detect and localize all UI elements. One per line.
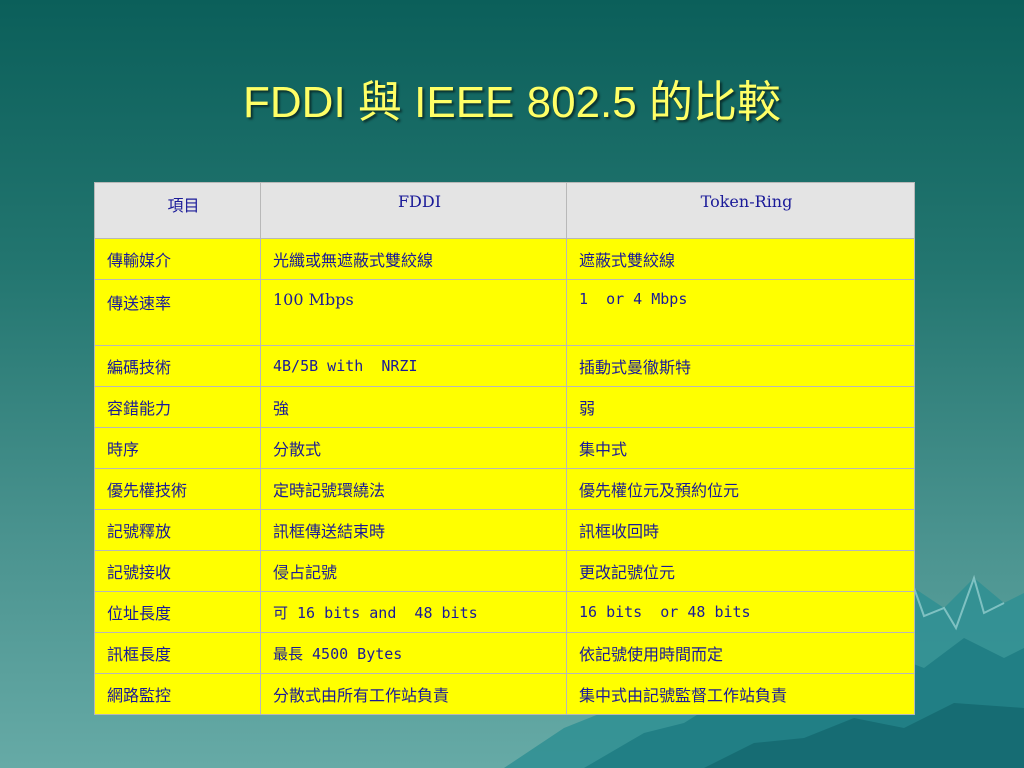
fddi-value: 分散式由所有工作站負責 [260, 673, 567, 715]
header-item: 項目 [94, 182, 261, 239]
table-row: 記號接收 侵占記號 更改記號位元 [94, 550, 915, 592]
token-ring-value: 遮蔽式雙絞線 [566, 238, 915, 280]
row-label: 位址長度 [94, 591, 261, 633]
token-ring-value: 16 bits or 48 bits [566, 591, 915, 633]
header-token-ring: Token-Ring [566, 182, 915, 239]
table-row: 優先權技術 定時記號環繞法 優先權位元及預約位元 [94, 468, 915, 510]
fddi-value: 訊框傳送結束時 [260, 509, 567, 551]
header-fddi: FDDI [260, 182, 567, 239]
table-row: 記號釋放 訊框傳送結束時 訊框收回時 [94, 509, 915, 551]
fddi-value: 最長 4500 Bytes [260, 632, 567, 674]
row-label: 優先權技術 [94, 468, 261, 510]
token-ring-value: 集中式 [566, 427, 915, 469]
fddi-value: 分散式 [260, 427, 567, 469]
token-ring-value: 插動式曼徹斯特 [566, 345, 915, 387]
fddi-value: 強 [260, 386, 567, 428]
row-label: 訊框長度 [94, 632, 261, 674]
token-ring-value: 訊框收回時 [566, 509, 915, 551]
row-label: 傳輸媒介 [94, 238, 261, 280]
fddi-value: 4B/5B with NRZI [260, 345, 567, 387]
row-label: 時序 [94, 427, 261, 469]
fddi-value: 定時記號環繞法 [260, 468, 567, 510]
table-row: 傳輸媒介 光纖或無遮蔽式雙絞線 遮蔽式雙絞線 [94, 238, 915, 280]
fddi-value: 侵占記號 [260, 550, 567, 592]
row-label: 容錯能力 [94, 386, 261, 428]
token-ring-value: 集中式由記號監督工作站負責 [566, 673, 915, 715]
row-label: 傳送速率 [94, 279, 261, 346]
token-ring-value: 優先權位元及預約位元 [566, 468, 915, 510]
comparison-table: 項目 FDDI Token-Ring 傳輸媒介 光纖或無遮蔽式雙絞線 遮蔽式雙絞… [94, 182, 915, 715]
fddi-value: 可 16 bits and 48 bits [260, 591, 567, 633]
fddi-value: 100 Mbps [260, 279, 567, 346]
table-row: 網路監控 分散式由所有工作站負責 集中式由記號監督工作站負責 [94, 673, 915, 715]
row-label: 網路監控 [94, 673, 261, 715]
row-label: 記號釋放 [94, 509, 261, 551]
token-ring-value: 更改記號位元 [566, 550, 915, 592]
slide-title: FDDI 與 IEEE 802.5 的比較 [243, 78, 781, 127]
token-ring-value: 弱 [566, 386, 915, 428]
token-ring-value: 1 or 4 Mbps [566, 279, 915, 346]
fddi-value: 光纖或無遮蔽式雙絞線 [260, 238, 567, 280]
row-label: 記號接收 [94, 550, 261, 592]
table-row: 容錯能力 強 弱 [94, 386, 915, 428]
table-header-row: 項目 FDDI Token-Ring [94, 182, 915, 239]
token-ring-value: 依記號使用時間而定 [566, 632, 915, 674]
table-row: 訊框長度 最長 4500 Bytes 依記號使用時間而定 [94, 632, 915, 674]
table-row: 位址長度 可 16 bits and 48 bits 16 bits or 48… [94, 591, 915, 633]
table-row: 時序 分散式 集中式 [94, 427, 915, 469]
table-row: 傳送速率 100 Mbps 1 or 4 Mbps [94, 279, 915, 346]
row-label: 編碼技術 [94, 345, 261, 387]
table-row: 編碼技術 4B/5B with NRZI 插動式曼徹斯特 [94, 345, 915, 387]
